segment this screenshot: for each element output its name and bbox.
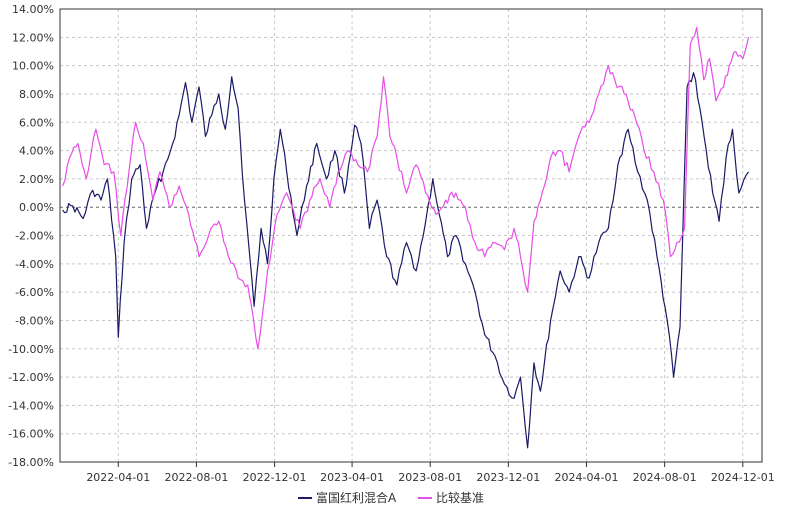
series-line-2	[62, 26, 750, 350]
series-line-1	[62, 72, 749, 449]
legend-label: 富国红利混合A	[316, 490, 397, 505]
legend-label: 比较基准	[436, 490, 484, 505]
y-tick-label: -10.00%	[8, 343, 54, 356]
y-tick-label: -6.00%	[15, 286, 54, 299]
x-axis: 2022-04-01 2022-08-01 2022-12-01 2023-04-01…	[86, 462, 775, 484]
y-tick-label: -12.00%	[8, 371, 54, 384]
y-tick-label: -16.00%	[8, 428, 54, 441]
x-tick-label: 2023-04-01	[320, 471, 384, 484]
x-tick-label: 2024-04-01	[555, 471, 619, 484]
plot-frame	[59, 8, 763, 463]
y-axis: 14.00% 12.00% 10.00% 8.00% 6.00% 4.00% 2.00% 0.…	[8, 3, 54, 469]
y-tick-label: 2.00%	[19, 173, 54, 186]
gridlines	[60, 8, 762, 463]
y-tick-label: -4.00%	[15, 258, 54, 271]
y-tick-label: -2.00%	[15, 230, 54, 243]
y-tick-label: -8.00%	[15, 314, 54, 327]
x-tick-label: 2023-08-01	[398, 471, 462, 484]
y-tick-label: -14.00%	[8, 399, 54, 412]
x-tick-label: 2022-04-01	[86, 471, 150, 484]
y-tick-label: 8.00%	[19, 88, 54, 101]
x-tick-label: 2024-12-01	[711, 471, 775, 484]
y-tick-label: 14.00%	[12, 3, 54, 16]
y-tick-label: 10.00%	[12, 60, 54, 73]
x-tick-label: 2023-12-01	[476, 471, 540, 484]
y-tick-label: 4.00%	[19, 145, 54, 158]
y-tick-label: 0.00%	[19, 201, 54, 214]
legend: 富国红利混合A 比较基准	[298, 490, 484, 505]
y-tick-label: 12.00%	[12, 31, 54, 44]
y-tick-label: 6.00%	[19, 116, 54, 129]
x-tick-label: 2022-12-01	[243, 471, 307, 484]
y-tick-label: -18.00%	[8, 456, 54, 469]
x-tick-label: 2024-08-01	[633, 471, 697, 484]
series-lines	[62, 26, 750, 449]
x-tick-label: 2022-08-01	[164, 471, 228, 484]
